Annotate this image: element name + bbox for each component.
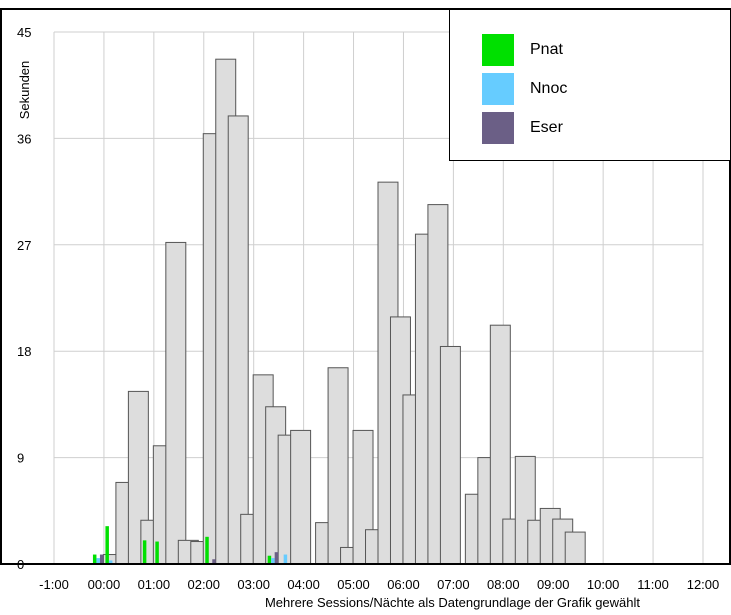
total-bar [290,429,312,565]
series-bar-pnat [105,526,109,564]
series-bar-pnat [205,536,209,564]
y-tick-label: 27 [17,238,31,253]
series-bar-pnat [267,555,272,564]
total-bar [327,367,349,565]
y-tick-label: 0 [17,557,24,572]
legend-item-pnat: Pnat [482,34,563,66]
total-bar [439,345,461,565]
series-bars [92,526,288,564]
y-tick-label: 9 [17,451,24,466]
legend-swatch [482,73,514,105]
x-tick-label: 03:00 [237,577,270,592]
series-bar-pnat [142,540,147,564]
legend-item-nnoc: Nnoc [482,73,567,105]
series-bar-pnat [92,554,97,564]
x-tick-label: 11:00 [637,577,669,592]
x-tick-label: 00:00 [88,577,121,592]
x-tick-label: 04:00 [287,577,320,592]
x-tick-label: -1:00 [39,577,69,592]
x-tick-label: 05:00 [337,577,370,592]
series-bar-pnat [155,541,159,564]
series-bar-nnoc [283,554,288,564]
total-bar [165,241,187,565]
x-tick-label: 09:00 [537,577,570,592]
x-tick-labels: -1:00 00:00 01:00 02:00 03:00 04:00 05:00 06:00… [39,577,719,592]
legend-swatch [482,34,514,66]
x-tick-label: 10:00 [587,577,620,592]
series-bar-nnoc [271,558,275,564]
x-tick-label: 08:00 [487,577,520,592]
legend-label: Eser [530,119,563,136]
x-tick-label: 02:00 [187,577,220,592]
x-tick-label: 01:00 [138,577,171,592]
x-axis-label: Mehrere Sessions/Nächte als Datengrundla… [0,595,731,610]
series-bar-eser [274,552,279,564]
y-axis-label: Sekunden [17,61,32,120]
x-tick-label: 06:00 [387,577,420,592]
total-bar [227,115,249,565]
x-tick-label: 12:00 [687,577,720,592]
y-tick-label: 45 [17,25,31,40]
y-tick-label: 36 [17,131,31,146]
total-bar [564,531,586,565]
series-bar-nnoc [108,560,113,564]
series-bar-nnoc [96,558,100,564]
legend-label: Nnoc [530,80,568,97]
legend-label: Pnat [530,41,563,58]
total-bars [102,58,586,565]
y-tick-label: 18 [17,344,31,359]
y-tick-labels: 0 9 18 27 36 45 [17,25,31,572]
x-axis-label-text: Mehrere Sessions/Nächte als Datengrundla… [264,595,641,610]
plot-frame [0,8,731,565]
x-tick-label: 07:00 [437,577,470,592]
legend: Pnat Nnoc Eser [449,9,731,161]
legend-item-eser: Eser [482,112,563,144]
series-bar-eser [99,554,104,564]
legend-swatch [482,112,514,144]
series-bar-eser [212,559,216,564]
